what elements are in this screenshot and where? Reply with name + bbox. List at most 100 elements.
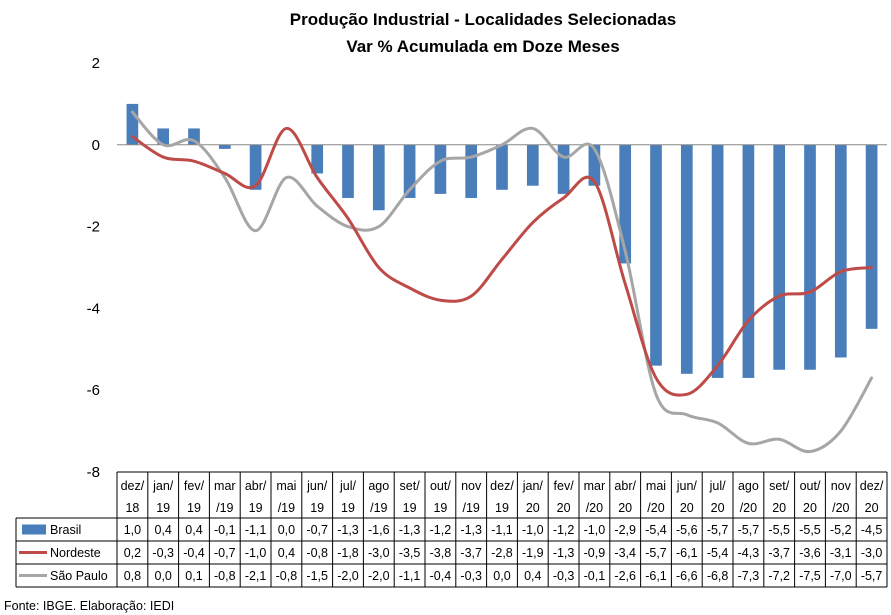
x-tick-label: /19 xyxy=(370,501,387,515)
data-label-nordeste: -0,4 xyxy=(183,546,205,560)
data-label-nordeste: -1,8 xyxy=(337,546,359,560)
x-tick-label: /20 xyxy=(832,501,849,515)
x-tick-label: fev/ xyxy=(554,479,575,493)
data-label-brasil: 0,0 xyxy=(278,523,295,537)
y-tick-label: -6 xyxy=(87,382,100,399)
bar-brasil xyxy=(311,144,324,174)
x-tick-label: 19 xyxy=(156,501,170,515)
x-tick-label: /19 xyxy=(463,501,480,515)
x-tick-label: fev/ xyxy=(184,479,205,493)
data-label-nordeste: -4,3 xyxy=(738,546,760,560)
x-tick-label: 19 xyxy=(403,501,417,515)
data-label-nordeste: -3,5 xyxy=(399,546,421,560)
data-label-brasil: -0,7 xyxy=(306,523,328,537)
data-label-brasil: -5,4 xyxy=(645,523,667,537)
data-label-sao-paulo: -0,8 xyxy=(214,569,236,583)
x-tick-label: nov xyxy=(461,479,482,493)
data-label-brasil: -0,1 xyxy=(214,523,236,537)
data-label-nordeste: -5,7 xyxy=(645,546,667,560)
data-label-nordeste: -3,4 xyxy=(614,546,636,560)
data-label-sao-paulo: -7,3 xyxy=(738,569,760,583)
x-tick-label: mar xyxy=(214,479,236,493)
data-label-sao-paulo: -5,7 xyxy=(861,569,883,583)
x-tick-label: 20 xyxy=(557,501,571,515)
bar-brasil xyxy=(372,144,385,211)
x-tick-label: dez/ xyxy=(490,479,514,493)
data-label-nordeste: -5,4 xyxy=(707,546,729,560)
x-tick-label: /19 xyxy=(278,501,295,515)
x-tick-label: /19 xyxy=(216,501,233,515)
x-tick-label: nov xyxy=(831,479,852,493)
legend-label-nordeste: Nordeste xyxy=(50,546,101,560)
data-label-brasil: -1,3 xyxy=(337,523,359,537)
x-tick-label: 18 xyxy=(125,501,139,515)
data-label-nordeste: -1,9 xyxy=(522,546,544,560)
line-nordeste xyxy=(130,126,874,397)
data-label-brasil: -5,7 xyxy=(707,523,729,537)
data-label-brasil: 0,4 xyxy=(155,523,172,537)
data-label-sao-paulo: -0,3 xyxy=(460,569,482,583)
x-tick-label: set/ xyxy=(400,479,421,493)
data-table: dez/18 jan/19 fev/19 mar/19 abr/19 mai/19 jun/… xyxy=(15,471,888,588)
x-tick-label: jan/ xyxy=(522,479,544,493)
x-tick-label: abr/ xyxy=(614,479,636,493)
x-tick-label: abr/ xyxy=(245,479,267,493)
x-tick-label: 20 xyxy=(803,501,817,515)
x-tick-label: ago xyxy=(738,479,759,493)
x-tick-label: mar xyxy=(584,479,606,493)
bar-brasil xyxy=(834,144,847,358)
y-tick-label: -2 xyxy=(87,219,100,236)
data-label-nordeste: -0,7 xyxy=(214,546,236,560)
bar-brasil xyxy=(526,144,539,186)
chart-subtitle: Var % Acumulada em Doze Meses xyxy=(346,37,619,56)
bar-brasil xyxy=(619,144,632,264)
data-label-brasil: -4,5 xyxy=(861,523,883,537)
bar-brasil xyxy=(773,144,786,370)
bar-brasil xyxy=(804,144,816,370)
data-label-brasil: -1,2 xyxy=(553,523,575,537)
bar-brasil xyxy=(650,144,662,366)
data-label-sao-paulo: 0,0 xyxy=(493,569,510,583)
data-label-sao-paulo: 0,8 xyxy=(124,569,141,583)
data-label-brasil: -1,1 xyxy=(245,523,267,537)
data-label-nordeste: -2,8 xyxy=(491,546,513,560)
data-label-sao-paulo: -7,2 xyxy=(768,569,790,583)
data-label-nordeste: -3,6 xyxy=(799,546,821,560)
data-label-nordeste: 0,4 xyxy=(278,546,295,560)
bar-brasil xyxy=(218,144,231,149)
bar-brasil xyxy=(434,144,447,194)
data-label-sao-paulo: -2,6 xyxy=(614,569,636,583)
data-label-nordeste: 0,2 xyxy=(124,546,141,560)
bar-brasil xyxy=(465,144,478,198)
bar-brasil xyxy=(403,144,416,198)
y-tick-label: -8 xyxy=(87,464,100,481)
data-label-sao-paulo: -2,1 xyxy=(245,569,267,583)
x-tick-label: 19 xyxy=(433,501,447,515)
x-tick-label: out/ xyxy=(430,479,451,493)
data-label-sao-paulo: -2,0 xyxy=(368,569,390,583)
bar-brasil xyxy=(711,144,724,378)
data-label-sao-paulo: 0,0 xyxy=(155,569,172,583)
data-label-sao-paulo: -6,8 xyxy=(707,569,729,583)
data-label-nordeste: -0,8 xyxy=(306,546,328,560)
line-sao-paulo xyxy=(130,110,874,454)
x-tick-label: 20 xyxy=(526,501,540,515)
data-label-sao-paulo: -0,4 xyxy=(430,569,452,583)
x-tick-label: /20 xyxy=(740,501,757,515)
x-tick-label: 19 xyxy=(495,501,509,515)
chart-title: Produção Industrial - Localidades Seleci… xyxy=(290,10,676,29)
bar-brasil xyxy=(188,128,200,145)
bar-brasil xyxy=(342,144,354,198)
x-tick-label: 19 xyxy=(187,501,201,515)
data-label-brasil: -1,3 xyxy=(399,523,421,537)
x-tick-label: ago xyxy=(368,479,389,493)
x-tick-label: dez/ xyxy=(860,479,884,493)
x-tick-label: jan/ xyxy=(152,479,174,493)
x-tick-label: 19 xyxy=(310,501,324,515)
data-label-nordeste: -1,0 xyxy=(245,546,267,560)
data-label-sao-paulo: -2,0 xyxy=(337,569,359,583)
data-label-brasil: -1,1 xyxy=(491,523,513,537)
data-label-sao-paulo: -0,3 xyxy=(553,569,575,583)
x-tick-label: 20 xyxy=(680,501,694,515)
data-label-nordeste: -3,7 xyxy=(768,546,790,560)
